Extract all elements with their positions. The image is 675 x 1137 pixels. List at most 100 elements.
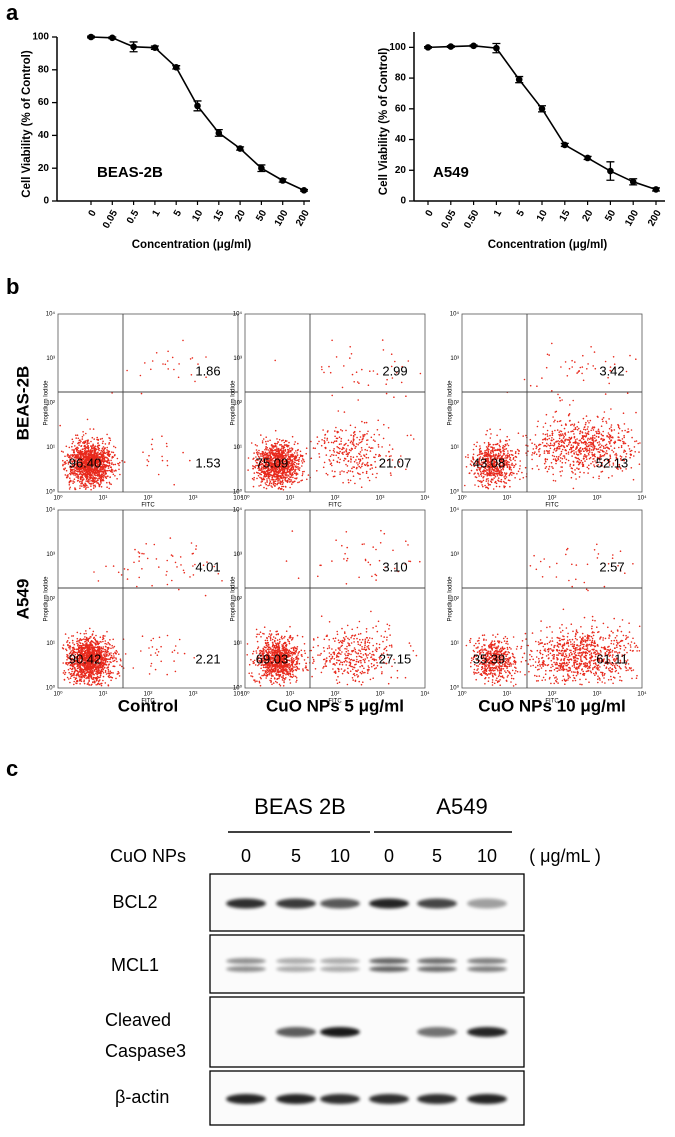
event-dot: [162, 363, 164, 365]
event-dot: [360, 467, 362, 469]
event-dot: [405, 395, 407, 397]
data-point: [237, 145, 244, 152]
event-dot: [550, 448, 552, 450]
event-dot: [481, 484, 483, 486]
event-dot: [518, 471, 520, 473]
event-dot: [571, 360, 573, 362]
event-dot: [350, 461, 352, 463]
event-dot: [590, 420, 592, 422]
event-dot: [483, 471, 485, 473]
event-dot: [109, 470, 111, 472]
event-dot: [302, 462, 304, 464]
event-dot: [549, 445, 551, 447]
event-dot: [110, 440, 112, 442]
event-dot: [352, 374, 354, 376]
event-dot: [494, 482, 496, 484]
event-dot: [545, 423, 547, 425]
event-dot: [118, 672, 120, 674]
event-dot: [552, 434, 554, 436]
event-dot: [598, 448, 600, 450]
event-dot: [350, 450, 352, 452]
event-dot: [258, 450, 260, 452]
event-dot: [270, 472, 272, 474]
event-dot: [505, 444, 507, 446]
event-dot: [84, 485, 86, 487]
event-dot: [92, 483, 94, 485]
event-dot: [531, 454, 533, 456]
event-dot: [330, 463, 332, 465]
event-dot: [64, 456, 66, 458]
event-dot: [102, 441, 104, 443]
event-dot: [331, 340, 333, 342]
event-dot: [271, 478, 273, 480]
event-dot: [601, 438, 603, 440]
event-dot: [83, 638, 85, 640]
event-dot: [367, 462, 369, 464]
event-dot: [355, 427, 357, 429]
event-dot: [281, 478, 283, 480]
event-dot: [356, 371, 358, 373]
event-dot: [89, 480, 91, 482]
event-dot: [494, 444, 496, 446]
event-dot: [487, 482, 489, 484]
event-dot: [570, 464, 572, 466]
event-dot: [547, 354, 549, 356]
event-dot: [559, 435, 561, 437]
event-dot: [559, 448, 561, 450]
event-dot: [102, 641, 104, 643]
event-dot: [294, 481, 296, 483]
event-dot: [349, 346, 351, 348]
event-dot: [275, 430, 277, 432]
event-dot: [354, 434, 356, 436]
event-dot: [94, 449, 96, 451]
event-dot: [493, 444, 495, 446]
event-dot: [360, 455, 362, 457]
event-dot: [82, 448, 84, 450]
event-dot: [345, 464, 347, 466]
event-dot: [345, 430, 347, 432]
event-dot: [252, 468, 254, 470]
event-dot: [78, 444, 80, 446]
event-dot: [569, 368, 571, 370]
event-dot: [359, 439, 361, 441]
event-dot: [378, 434, 380, 436]
event-dot: [377, 429, 379, 431]
event-dot: [110, 466, 112, 468]
event-dot: [107, 450, 109, 452]
event-dot: [490, 481, 492, 483]
event-dot: [609, 435, 611, 437]
event-dot: [167, 351, 169, 353]
event-dot: [281, 440, 283, 442]
event-dot: [114, 454, 116, 456]
x-tick-label: 10²: [548, 496, 557, 502]
event-dot: [152, 646, 154, 648]
event-dot: [592, 458, 594, 460]
event-dot: [75, 434, 77, 436]
event-dot: [360, 460, 362, 462]
event-dot: [182, 340, 184, 342]
event-dot: [364, 449, 366, 451]
event-dot: [282, 484, 284, 486]
event-dot: [357, 464, 359, 466]
event-dot: [166, 560, 168, 562]
event-dot: [373, 439, 375, 441]
event-dot: [291, 483, 293, 485]
event-dot: [513, 467, 515, 469]
event-dot: [121, 574, 123, 576]
event-dot: [104, 653, 106, 655]
event-dot: [87, 474, 89, 476]
event-dot: [360, 442, 362, 444]
event-dot: [302, 455, 304, 457]
event-dot: [585, 422, 587, 424]
event-dot: [85, 630, 87, 632]
event-dot: [294, 478, 296, 480]
event-dot: [623, 443, 625, 445]
event-dot: [81, 639, 83, 641]
event-dot: [590, 430, 592, 432]
event-dot: [158, 566, 160, 568]
event-dot: [275, 479, 277, 481]
event-dot: [366, 454, 368, 456]
data-point: [109, 35, 116, 42]
event-dot: [586, 443, 588, 445]
